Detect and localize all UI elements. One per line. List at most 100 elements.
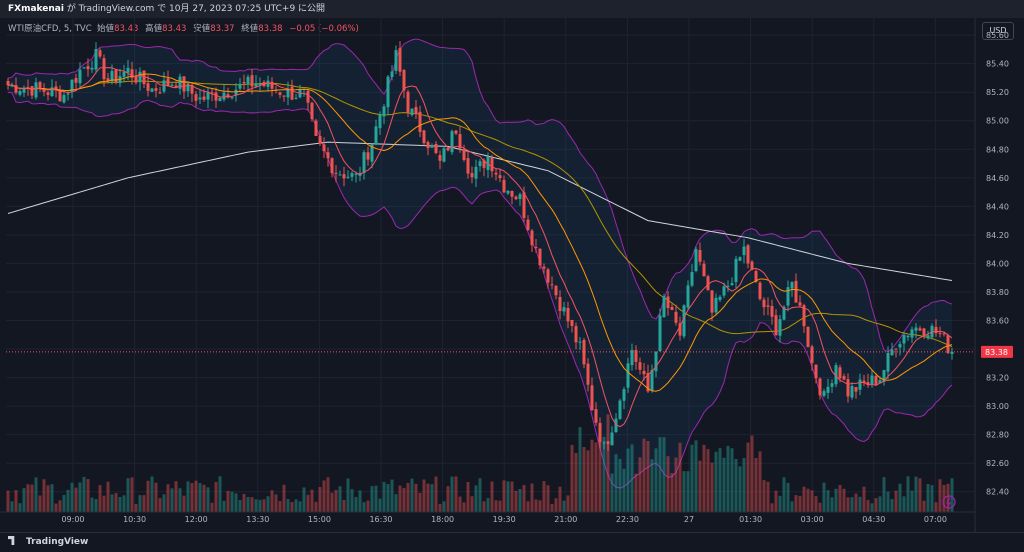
volume-bar — [34, 477, 38, 512]
volume-bar — [150, 476, 154, 512]
candle-body — [926, 335, 930, 338]
volume-bar — [242, 493, 246, 512]
candle-body — [518, 194, 522, 200]
volume-bar — [742, 458, 746, 512]
volume-bar — [14, 490, 18, 512]
candle-body — [950, 351, 954, 355]
candle-body — [818, 378, 822, 396]
candle-body — [78, 69, 82, 84]
candle-body — [394, 50, 398, 71]
candle-body — [946, 335, 950, 353]
candle-body — [214, 92, 218, 101]
close-label: 終値 — [241, 24, 259, 34]
volume-bar — [458, 496, 462, 512]
candle-body — [534, 247, 538, 249]
volume-bar — [138, 495, 142, 512]
volume-bar — [778, 495, 782, 512]
candle-body — [702, 263, 706, 277]
time-tick-label: 03:00 — [801, 515, 824, 524]
volume-bar — [178, 488, 182, 512]
candle-body — [18, 91, 22, 95]
volume-bar — [286, 499, 290, 512]
candle-body — [162, 80, 166, 92]
volume-bar — [794, 495, 798, 512]
volume-bar — [10, 501, 14, 512]
candle-body — [290, 86, 294, 100]
author-name[interactable]: FXmakenai — [8, 4, 64, 14]
volume-bar — [446, 486, 450, 512]
currency-button[interactable]: USD — [982, 22, 1014, 40]
volume-bar — [590, 439, 594, 512]
volume-bar — [902, 496, 906, 512]
volume-bar — [166, 484, 170, 512]
candle-body — [882, 370, 886, 382]
volume-bar — [534, 499, 538, 512]
volume-bar — [450, 476, 454, 512]
candle-body — [334, 172, 338, 174]
candle-body — [330, 158, 334, 174]
candle-body — [698, 249, 702, 262]
candle-body — [66, 93, 70, 95]
volume-bar — [314, 501, 318, 512]
candle-body — [586, 363, 590, 385]
candle-body — [442, 148, 446, 162]
candle-body — [574, 326, 578, 343]
tradingview-logo[interactable]: TradingView — [8, 536, 88, 547]
volume-bar — [750, 435, 754, 512]
volume-bar — [66, 489, 70, 512]
candle-body — [730, 283, 734, 285]
price-tick-label: 84.80 — [986, 145, 1009, 154]
volume-bar — [698, 460, 702, 512]
candle-body — [502, 179, 506, 193]
bollinger-band-fill — [8, 39, 952, 489]
volume-bar — [754, 458, 758, 512]
volume-bar — [58, 500, 62, 512]
candle-body — [434, 143, 438, 154]
volume-bar — [918, 478, 922, 512]
volume-bar — [774, 490, 778, 512]
volume-bar — [394, 494, 398, 512]
price-tick-label: 82.80 — [986, 431, 1009, 440]
volume-bar — [674, 457, 678, 512]
volume-bar — [110, 494, 114, 512]
last-price-badge — [981, 345, 1013, 358]
candle-body — [462, 149, 466, 161]
time-tick-label: 19:30 — [493, 515, 516, 524]
ma-mid-line — [7, 73, 953, 392]
price-chart[interactable]: 85.60 85.40 85.20 85.00 84.80 84.60 84.40 84.20… — [0, 18, 1024, 532]
time-tick-label: 10:30 — [123, 515, 146, 524]
candle-body — [590, 385, 594, 411]
candle-body — [386, 76, 390, 108]
volume-bar — [562, 500, 566, 512]
volume-bar — [146, 480, 150, 512]
volume-bar — [346, 478, 350, 512]
candle-body — [270, 81, 274, 89]
volume-bar — [374, 485, 378, 512]
volume-bar — [50, 484, 54, 512]
publish-info: が TradingView.com で 10月 27, 2023 07:25 U… — [63, 4, 326, 14]
candle-body — [530, 230, 534, 246]
volume-bar — [922, 500, 926, 512]
lightning-icon[interactable] — [942, 495, 956, 509]
volume-bar — [430, 484, 434, 512]
candle-body — [314, 120, 318, 136]
volume-bar — [318, 487, 322, 512]
candle-body — [602, 442, 606, 444]
volume-bar — [474, 485, 478, 512]
symbol-name[interactable]: WTI原油CFD, 5, TVC — [8, 24, 92, 34]
candle-body — [142, 70, 146, 85]
volume-bar — [686, 471, 690, 512]
volume-bar — [594, 442, 598, 512]
candle-body — [746, 245, 750, 264]
candle-body — [474, 166, 478, 179]
volume-bar — [826, 490, 830, 512]
volume-bar — [70, 482, 74, 512]
volume-bar — [46, 485, 50, 512]
candle-body — [666, 296, 670, 309]
volume-bar — [158, 498, 162, 512]
volume-bar — [642, 438, 646, 512]
candle-body — [206, 92, 210, 100]
volume-bar — [74, 487, 78, 512]
volume-bar — [874, 498, 878, 512]
volume-bar — [870, 503, 874, 512]
